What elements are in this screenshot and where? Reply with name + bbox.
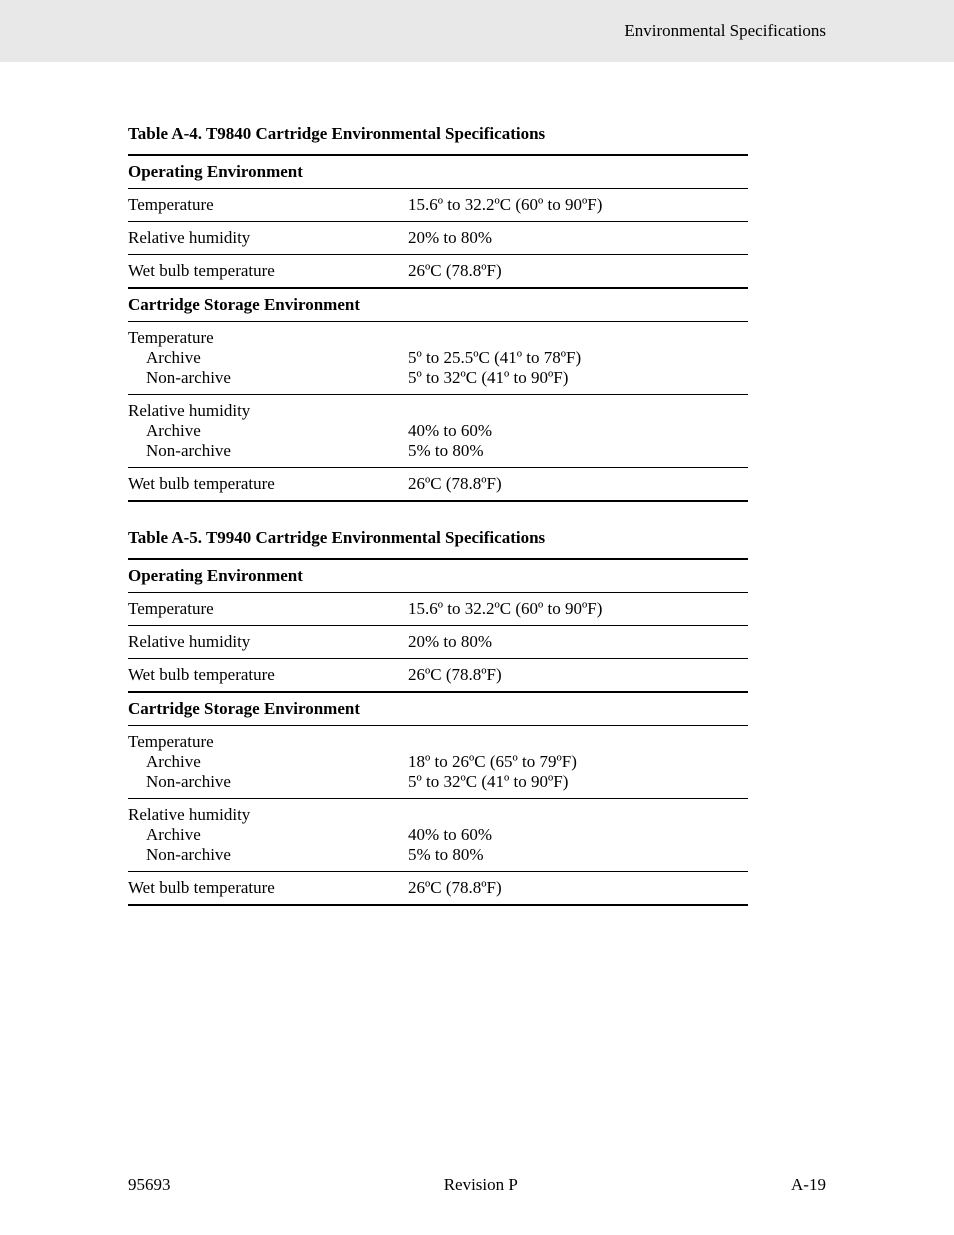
cell-label-sub: Non-archive — [128, 441, 408, 461]
cell-value: 15.6º to 32.2ºC (60º to 90ºF) — [408, 189, 748, 222]
table-row: Relative humidity Archive Non-archive 40… — [128, 799, 748, 872]
cell-value: 26ºC (78.8ºF) — [408, 468, 748, 502]
cell-label: Wet bulb temperature — [128, 659, 408, 693]
cell-value-line: 5º to 32ºC (41º to 90ºF) — [408, 772, 748, 792]
cell-value: 5º to 25.5ºC (41º to 78ºF) 5º to 32ºC (4… — [408, 322, 748, 395]
cell-label-main: Relative humidity — [128, 805, 250, 824]
cell-label-main: Temperature — [128, 328, 214, 347]
cell-label-sub: Archive — [128, 348, 408, 368]
table-a4-caption: Table A-4. T9840 Cartridge Environmental… — [128, 124, 826, 144]
table-row: Wet bulb temperature 26ºC (78.8ºF) — [128, 872, 748, 906]
cell-label: Wet bulb temperature — [128, 255, 408, 289]
cell-label: Wet bulb temperature — [128, 468, 408, 502]
table-a4: Operating Environment Temperature 15.6º … — [128, 154, 748, 502]
table-row: Wet bulb temperature 26ºC (78.8ºF) — [128, 255, 748, 289]
cell-value-line: 18º to 26ºC (65º to 79ºF) — [408, 752, 748, 772]
table-a5: Operating Environment Temperature 15.6º … — [128, 558, 748, 906]
cell-value: 20% to 80% — [408, 626, 748, 659]
footer-revision: Revision P — [444, 1175, 518, 1195]
cell-value: 18º to 26ºC (65º to 79ºF) 5º to 32ºC (41… — [408, 726, 748, 799]
cell-value: 26ºC (78.8ºF) — [408, 255, 748, 289]
cell-value-line: 40% to 60% — [408, 825, 748, 845]
cell-label: Wet bulb temperature — [128, 872, 408, 906]
cell-label: Temperature Archive Non-archive — [128, 726, 408, 799]
cell-label-sub: Non-archive — [128, 845, 408, 865]
table-a5-operating-header-row: Operating Environment — [128, 559, 748, 593]
table-a4-storage-header: Cartridge Storage Environment — [128, 288, 748, 322]
table-row: Relative humidity Archive Non-archive 40… — [128, 395, 748, 468]
cell-label: Relative humidity Archive Non-archive — [128, 395, 408, 468]
cell-label: Temperature — [128, 189, 408, 222]
cell-value: 20% to 80% — [408, 222, 748, 255]
table-a4-operating-header: Operating Environment — [128, 155, 748, 189]
footer-doc-number: 95693 — [128, 1175, 171, 1195]
cell-value: 40% to 60% 5% to 80% — [408, 799, 748, 872]
table-a4-storage-header-row: Cartridge Storage Environment — [128, 288, 748, 322]
table-row: Wet bulb temperature 26ºC (78.8ºF) — [128, 659, 748, 693]
cell-label-sub: Non-archive — [128, 772, 408, 792]
cell-label: Relative humidity — [128, 222, 408, 255]
cell-label: Relative humidity Archive Non-archive — [128, 799, 408, 872]
table-row: Temperature 15.6º to 32.2ºC (60º to 90ºF… — [128, 593, 748, 626]
table-a5-operating-header: Operating Environment — [128, 559, 748, 593]
cell-label-sub: Non-archive — [128, 368, 408, 388]
table-a5-storage-header-row: Cartridge Storage Environment — [128, 692, 748, 726]
cell-value: 26ºC (78.8ºF) — [408, 659, 748, 693]
cell-label-main: Temperature — [128, 732, 214, 751]
cell-label-sub: Archive — [128, 752, 408, 772]
content-area: Table A-4. T9840 Cartridge Environmental… — [0, 62, 954, 906]
cell-value-line: 5% to 80% — [408, 441, 748, 461]
cell-label: Relative humidity — [128, 626, 408, 659]
cell-value: 40% to 60% 5% to 80% — [408, 395, 748, 468]
page-header-bar: Environmental Specifications — [0, 0, 954, 62]
cell-label-sub: Archive — [128, 421, 408, 441]
table-a5-caption: Table A-5. T9940 Cartridge Environmental… — [128, 528, 826, 548]
cell-value-line: 5º to 25.5ºC (41º to 78ºF) — [408, 348, 748, 368]
section-title: Environmental Specifications — [624, 21, 826, 41]
table-row: Temperature 15.6º to 32.2ºC (60º to 90ºF… — [128, 189, 748, 222]
cell-value: 15.6º to 32.2ºC (60º to 90ºF) — [408, 593, 748, 626]
table-row: Temperature Archive Non-archive 18º to 2… — [128, 726, 748, 799]
page-footer: 95693 Revision P A-19 — [0, 1175, 954, 1195]
footer-page-number: A-19 — [791, 1175, 826, 1195]
cell-value-line: 5º to 32ºC (41º to 90ºF) — [408, 368, 748, 388]
cell-label-sub: Archive — [128, 825, 408, 845]
table-row: Wet bulb temperature 26ºC (78.8ºF) — [128, 468, 748, 502]
table-a5-storage-header: Cartridge Storage Environment — [128, 692, 748, 726]
cell-label: Temperature Archive Non-archive — [128, 322, 408, 395]
table-row: Relative humidity 20% to 80% — [128, 626, 748, 659]
cell-value-line: 40% to 60% — [408, 421, 748, 441]
cell-value-line: 5% to 80% — [408, 845, 748, 865]
cell-value: 26ºC (78.8ºF) — [408, 872, 748, 906]
table-row: Relative humidity 20% to 80% — [128, 222, 748, 255]
table-a4-operating-header-row: Operating Environment — [128, 155, 748, 189]
cell-label: Temperature — [128, 593, 408, 626]
page: Environmental Specifications Table A-4. … — [0, 0, 954, 1235]
cell-label-main: Relative humidity — [128, 401, 250, 420]
table-row: Temperature Archive Non-archive 5º to 25… — [128, 322, 748, 395]
